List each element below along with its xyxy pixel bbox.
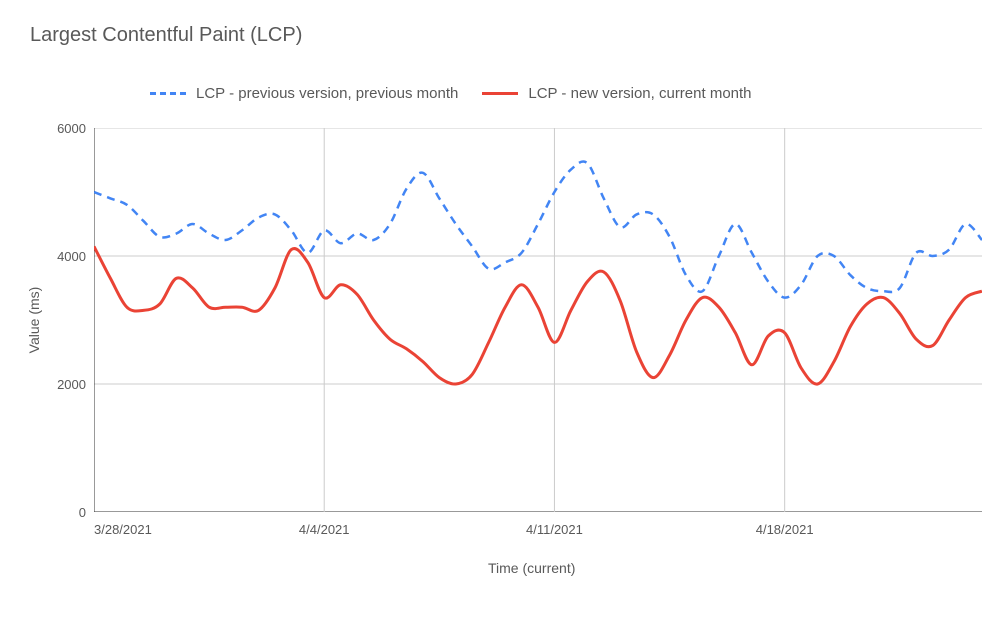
chart-title: Largest Contentful Paint (LCP) xyxy=(30,24,302,47)
y-tick-label: 6000 xyxy=(57,121,86,136)
legend-item-curr: LCP - new version, current month xyxy=(482,85,751,102)
x-tick-label: 3/28/2021 xyxy=(94,522,152,537)
x-tick-label: 4/4/2021 xyxy=(299,522,350,537)
legend-item-prev: LCP - previous version, previous month xyxy=(150,85,458,102)
x-tick-label: 4/11/2021 xyxy=(526,522,583,537)
plot-svg xyxy=(94,128,982,512)
y-tick-label: 0 xyxy=(79,505,86,520)
x-tick-label: 4/18/2021 xyxy=(756,522,814,537)
lcp-chart: Largest Contentful Paint (LCP) LCP - pre… xyxy=(0,0,1002,620)
y-tick-label: 2000 xyxy=(57,377,86,392)
legend-swatch-curr xyxy=(482,92,518,95)
y-axis-label: Value (ms) xyxy=(26,287,42,354)
series-prev xyxy=(94,162,982,298)
series-curr xyxy=(94,246,982,384)
chart-legend: LCP - previous version, previous month L… xyxy=(150,85,752,102)
plot-area xyxy=(94,128,982,512)
legend-label-prev: LCP - previous version, previous month xyxy=(196,85,458,102)
legend-swatch-prev xyxy=(150,92,186,95)
x-axis-label: Time (current) xyxy=(488,560,575,576)
legend-label-curr: LCP - new version, current month xyxy=(528,85,751,102)
y-tick-label: 4000 xyxy=(57,249,86,264)
